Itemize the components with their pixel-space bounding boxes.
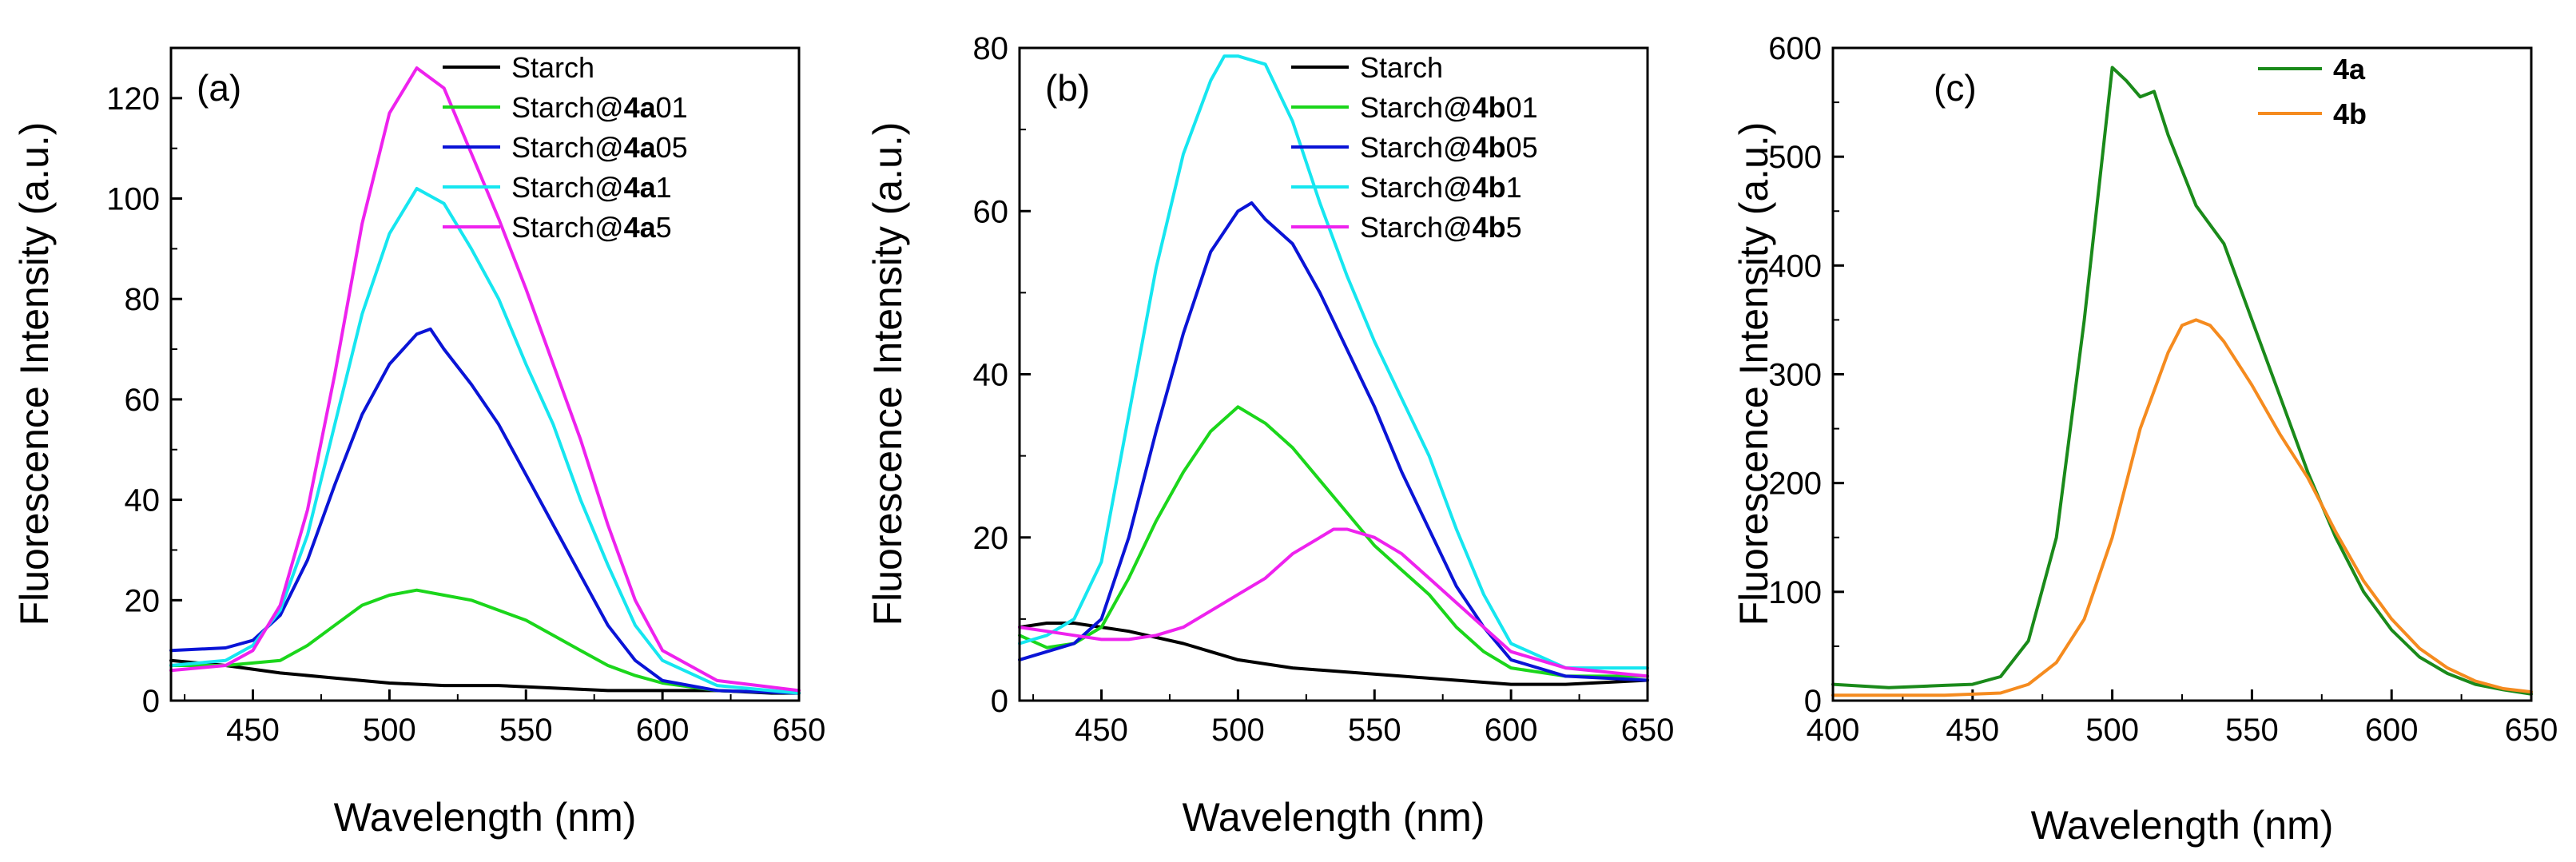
panel-b-y-axis-title: Fluorescence Intensity (a.u.): [865, 122, 910, 626]
panel-c-x-tick-label: 650: [2505, 713, 2558, 748]
panel-c-label: (c): [1934, 67, 1977, 109]
panel-c-y-tick-label: 0: [1804, 684, 1822, 719]
panel-c-plot-area: 400 450 500 550 600 650 0 100 200 300 400 500 600 4a 4…: [1768, 31, 2558, 748]
panel-c-x-tick-label: 400: [1807, 713, 1860, 748]
panel-b-series-line-1: [1018, 622, 1649, 686]
panel-b-y-tick-label: 20: [973, 521, 1009, 556]
panel-c-y-tick-label: 100: [1768, 575, 1822, 610]
panel-c-y-tick-label: 500: [1768, 140, 1822, 175]
panel-a-y-tick-label: 60: [125, 383, 161, 418]
panel-c-y-tick-label: 300: [1768, 358, 1822, 393]
panel-b-series-line-4: [1018, 54, 1649, 670]
panel-a-y-tick-label: 40: [125, 483, 161, 518]
panel-c-y-tick-label: 400: [1768, 248, 1822, 284]
panel-b-x-axis-title: Wavelength (nm): [1183, 795, 1485, 840]
panel-c-axes-frame: [1831, 46, 2533, 702]
panel-a-legend-label-4: Starch@4a1: [511, 171, 672, 204]
panel-c-legend-label-1: 4a: [2333, 53, 2366, 85]
panel-b-y-tick-label: 40: [973, 358, 1009, 393]
panel-b: 450 500 550 600 650 0 20 40 60 80 Starch Starch@4b0…: [865, 31, 1674, 840]
panel-a-y-tick-label: 100: [106, 182, 160, 217]
panel-a-y-tick-label: 120: [106, 81, 160, 117]
panel-b-x-tick-label: 500: [1211, 713, 1265, 748]
panel-c-x-tick-label: 600: [2365, 713, 2419, 748]
panel-a-axes-frame: [169, 46, 801, 702]
panel-b-y-tick-label: 60: [973, 194, 1009, 229]
panel-b-legend-label-4: Starch@4b1: [1360, 171, 1522, 204]
panel-c-y-tick-label: 600: [1768, 31, 1822, 66]
panel-a-plot-area: 450 500 550 600 650 0 20 40 60 80 100 120 Starch Star…: [106, 51, 825, 748]
panel-a-x-tick-label: 550: [499, 713, 553, 748]
panel-b-x-tick-label: 600: [1485, 713, 1538, 748]
panel-b-axes-frame: [1018, 46, 1649, 702]
panel-a-x-tick-label: 600: [636, 713, 690, 748]
panel-a-y-tick-label: 20: [125, 583, 161, 618]
panel-b-label: (b): [1045, 67, 1090, 109]
panel-b-series-line-3: [1018, 201, 1649, 682]
panel-a-label: (a): [197, 67, 241, 109]
panel-a-legend-label-1: Starch: [511, 51, 594, 84]
panel-b-x-tick-label: 450: [1075, 713, 1128, 748]
panel-c-series-line-1: [1831, 66, 2533, 696]
panel-b-x-tick-label: 550: [1348, 713, 1401, 748]
panel-b-legend-label-2: Starch@4b01: [1360, 91, 1538, 124]
panel-a-series-line-2: [169, 588, 801, 695]
panel-c-x-tick-label: 550: [2225, 713, 2279, 748]
panel-a-x-tick-label: 450: [226, 713, 280, 748]
panel-c: 400 450 500 550 600 650 0 100 200 300 400 500 600 4a 4…: [1731, 31, 2558, 848]
panel-b-legend-label-5: Starch@4b5: [1360, 211, 1522, 244]
panel-a-series-line-3: [169, 327, 801, 695]
panel-c-series-line-2: [1831, 318, 2533, 697]
panel-c-x-axis-title: Wavelength (nm): [2031, 803, 2334, 848]
panel-a-y-axis-title: Fluorescence Intensity (a.u.): [12, 122, 57, 626]
panel-c-x-tick-label: 500: [2085, 713, 2139, 748]
panel-b-series-line-5: [1018, 527, 1649, 678]
panel-b-series-line-2: [1018, 405, 1649, 678]
panel-c-y-axis-title: Fluorescence Intensity (a.u.): [1731, 122, 1776, 626]
panel-a: 450 500 550 600 650 0 20 40 60 80 100 120 Starch Star…: [12, 46, 825, 840]
panel-b-plot-area: 450 500 550 600 650 0 20 40 60 80 Starch Starch@4b0…: [973, 31, 1675, 748]
panel-a-series-line-4: [169, 187, 801, 695]
panel-a-x-axis-title: Wavelength (nm): [334, 795, 637, 840]
panel-a-y-tick-label: 0: [142, 684, 160, 719]
panel-b-legend-label-3: Starch@4b05: [1360, 131, 1538, 164]
panel-a-legend-label-3: Starch@4a05: [511, 131, 688, 164]
panel-b-y-tick-label: 0: [991, 684, 1008, 719]
panel-a-legend-label-2: Starch@4a01: [511, 91, 688, 124]
panel-a-x-tick-label: 650: [773, 713, 826, 748]
panel-c-legend-label-2: 4b: [2333, 97, 2367, 130]
panel-a-y-tick-label: 80: [125, 282, 161, 317]
panel-b-x-tick-label: 650: [1621, 713, 1675, 748]
panel-c-y-tick-label: 200: [1768, 467, 1822, 502]
panel-b-legend-label-1: Starch: [1360, 51, 1443, 84]
panel-c-x-tick-label: 450: [1946, 713, 1999, 748]
panel-a-legend-label-5: Starch@4a5: [511, 211, 672, 244]
panel-a-x-tick-label: 500: [363, 713, 416, 748]
panel-a-series-line-5: [169, 66, 801, 693]
panel-b-y-tick-label: 80: [973, 31, 1009, 66]
